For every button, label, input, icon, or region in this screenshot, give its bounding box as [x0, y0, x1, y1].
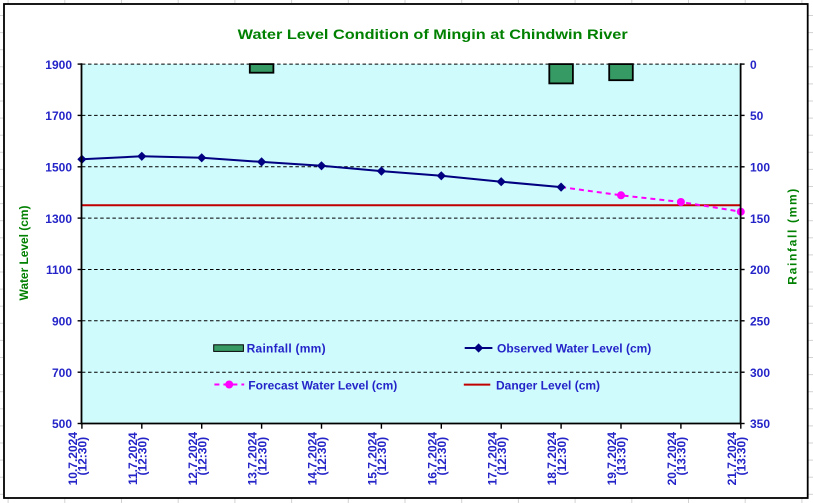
- svg-text:14.7.2024: 14.7.2024: [306, 432, 320, 486]
- svg-text:(12:30): (12:30): [195, 437, 209, 476]
- svg-text:(13:30): (13:30): [735, 437, 749, 476]
- svg-text:900: 900: [52, 315, 72, 329]
- svg-text:(12:30): (12:30): [555, 437, 569, 476]
- svg-text:100: 100: [750, 161, 770, 175]
- svg-text:(12:30): (12:30): [136, 437, 150, 476]
- svg-text:(12:30): (12:30): [315, 437, 329, 476]
- svg-text:1500: 1500: [45, 161, 72, 175]
- svg-text:50: 50: [750, 109, 764, 123]
- svg-text:200: 200: [750, 263, 770, 277]
- svg-text:150: 150: [750, 212, 770, 226]
- svg-text:Water Level Condition of Mingi: Water Level Condition of Mingin at Chind…: [238, 26, 629, 42]
- svg-text:10.7.2024: 10.7.2024: [66, 432, 80, 486]
- svg-text:0: 0: [750, 58, 757, 72]
- svg-text:1300: 1300: [45, 212, 72, 226]
- svg-text:(12:30): (12:30): [375, 437, 389, 476]
- svg-text:(12:30): (12:30): [76, 437, 90, 476]
- svg-text:300: 300: [750, 366, 770, 380]
- svg-text:Forecast Water Level (cm): Forecast Water Level (cm): [248, 379, 397, 393]
- svg-text:1900: 1900: [45, 58, 72, 72]
- svg-text:(12:30): (12:30): [495, 437, 509, 476]
- svg-text:17.7.2024: 17.7.2024: [485, 432, 499, 486]
- svg-text:18.7.2024: 18.7.2024: [545, 432, 559, 486]
- svg-text:11.7.2024: 11.7.2024: [126, 432, 140, 485]
- svg-text:(12:30): (12:30): [255, 437, 269, 476]
- svg-text:350: 350: [750, 417, 770, 431]
- svg-text:Water Level (cm): Water Level (cm): [17, 206, 31, 301]
- svg-text:13.7.2024: 13.7.2024: [246, 432, 260, 486]
- svg-text:21.7.2024: 21.7.2024: [725, 432, 739, 486]
- svg-text:1100: 1100: [46, 263, 72, 277]
- svg-text:12.7.2024: 12.7.2024: [186, 432, 200, 486]
- svg-text:(13:30): (13:30): [615, 437, 629, 476]
- svg-text:Observed Water Level (cm): Observed Water Level (cm): [497, 342, 651, 356]
- svg-text:15.7.2024: 15.7.2024: [366, 432, 380, 486]
- svg-text:19.7.2024: 19.7.2024: [605, 432, 619, 486]
- svg-text:Rainfall (mm): Rainfall (mm): [786, 189, 800, 285]
- svg-text:(12:30): (12:30): [435, 437, 449, 476]
- svg-text:Rainfall (mm): Rainfall (mm): [247, 342, 326, 356]
- svg-text:Danger Level (cm): Danger Level (cm): [496, 379, 600, 393]
- svg-text:16.7.2024: 16.7.2024: [425, 432, 439, 486]
- svg-text:500: 500: [52, 417, 72, 431]
- svg-text:700: 700: [52, 366, 72, 380]
- svg-text:20.7.2024: 20.7.2024: [665, 432, 679, 486]
- svg-text:250: 250: [750, 315, 770, 329]
- svg-text:1700: 1700: [45, 109, 72, 123]
- svg-text:(13:30): (13:30): [675, 437, 689, 476]
